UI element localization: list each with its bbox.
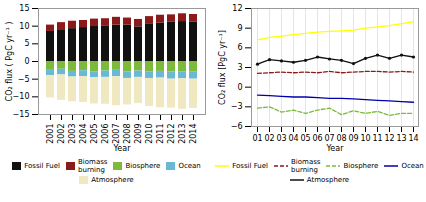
svg-text:05: 05	[300, 134, 310, 143]
svg-text:6: 6	[237, 43, 242, 52]
svg-text:2012: 2012	[167, 124, 176, 144]
html-text:Biosphere: Biosphere	[343, 162, 379, 170]
html-text:Atmosphere: Atmosphere	[91, 176, 134, 184]
svg-text:03: 03	[276, 134, 286, 143]
html-text:Fossil Fuel: Fossil Fuel	[24, 162, 60, 170]
svg-text:2005: 2005	[90, 124, 99, 144]
svg-text:0: 0	[24, 57, 29, 66]
svg-text:Year: Year	[326, 144, 345, 153]
svg-text:2010: 2010	[145, 124, 154, 144]
svg-text:0: 0	[237, 83, 242, 92]
svg-text:−6: −6	[231, 122, 243, 131]
svg-text:9: 9	[237, 24, 242, 33]
html-text:Biomass burning: Biomass burning	[78, 158, 108, 174]
svg-text:13: 13	[396, 134, 406, 143]
svg-text:CO₂ flux ( PgC yr⁻¹ ): CO₂ flux ( PgC yr⁻¹ )	[5, 22, 14, 102]
svg-text:2009: 2009	[134, 124, 143, 144]
svg-text:2003: 2003	[68, 124, 77, 144]
svg-text:2002: 2002	[57, 124, 66, 144]
svg-text:2001: 2001	[46, 124, 55, 144]
svg-text:14: 14	[408, 134, 418, 143]
svg-text:2004: 2004	[79, 124, 88, 144]
svg-text:−5: −5	[18, 75, 30, 84]
svg-text:2008: 2008	[123, 124, 132, 144]
html-text:Fossil Fuel: Fossil Fuel	[232, 162, 268, 170]
svg-text:06: 06	[312, 134, 322, 143]
svg-text:CO₂ flux [PgC yr⁻¹]: CO₂ flux [PgC yr⁻¹]	[218, 30, 227, 105]
svg-text:Year: Year	[113, 144, 132, 153]
svg-text:5: 5	[24, 39, 29, 48]
svg-text:2011: 2011	[156, 124, 165, 144]
svg-text:08: 08	[336, 134, 346, 143]
svg-text:02: 02	[264, 134, 274, 143]
svg-text:2013: 2013	[178, 124, 187, 144]
svg-text:15: 15	[19, 4, 29, 13]
svg-text:01: 01	[252, 134, 262, 143]
svg-text:2007: 2007	[112, 124, 121, 144]
svg-text:2006: 2006	[101, 124, 110, 144]
svg-text:10: 10	[19, 22, 29, 31]
svg-text:11: 11	[372, 134, 382, 143]
svg-text:−3: −3	[231, 102, 243, 111]
html-text:Biomass burning: Biomass burning	[291, 158, 321, 174]
svg-text:07: 07	[324, 134, 334, 143]
svg-text:2014: 2014	[189, 124, 198, 144]
svg-text:12: 12	[232, 4, 242, 13]
html-text:Ocean: Ocean	[401, 162, 424, 170]
html-text:Atmosphere: Atmosphere	[306, 176, 350, 184]
html-text:Ocean: Ocean	[178, 162, 201, 170]
svg-text:−15: −15	[13, 110, 30, 119]
svg-text:09: 09	[348, 134, 358, 143]
svg-text:−10: −10	[13, 92, 30, 101]
svg-text:3: 3	[237, 63, 242, 72]
html-text:Biosphere: Biosphere	[125, 162, 161, 170]
svg-text:04: 04	[288, 134, 298, 143]
svg-text:10: 10	[360, 134, 370, 143]
svg-text:12: 12	[384, 134, 394, 143]
